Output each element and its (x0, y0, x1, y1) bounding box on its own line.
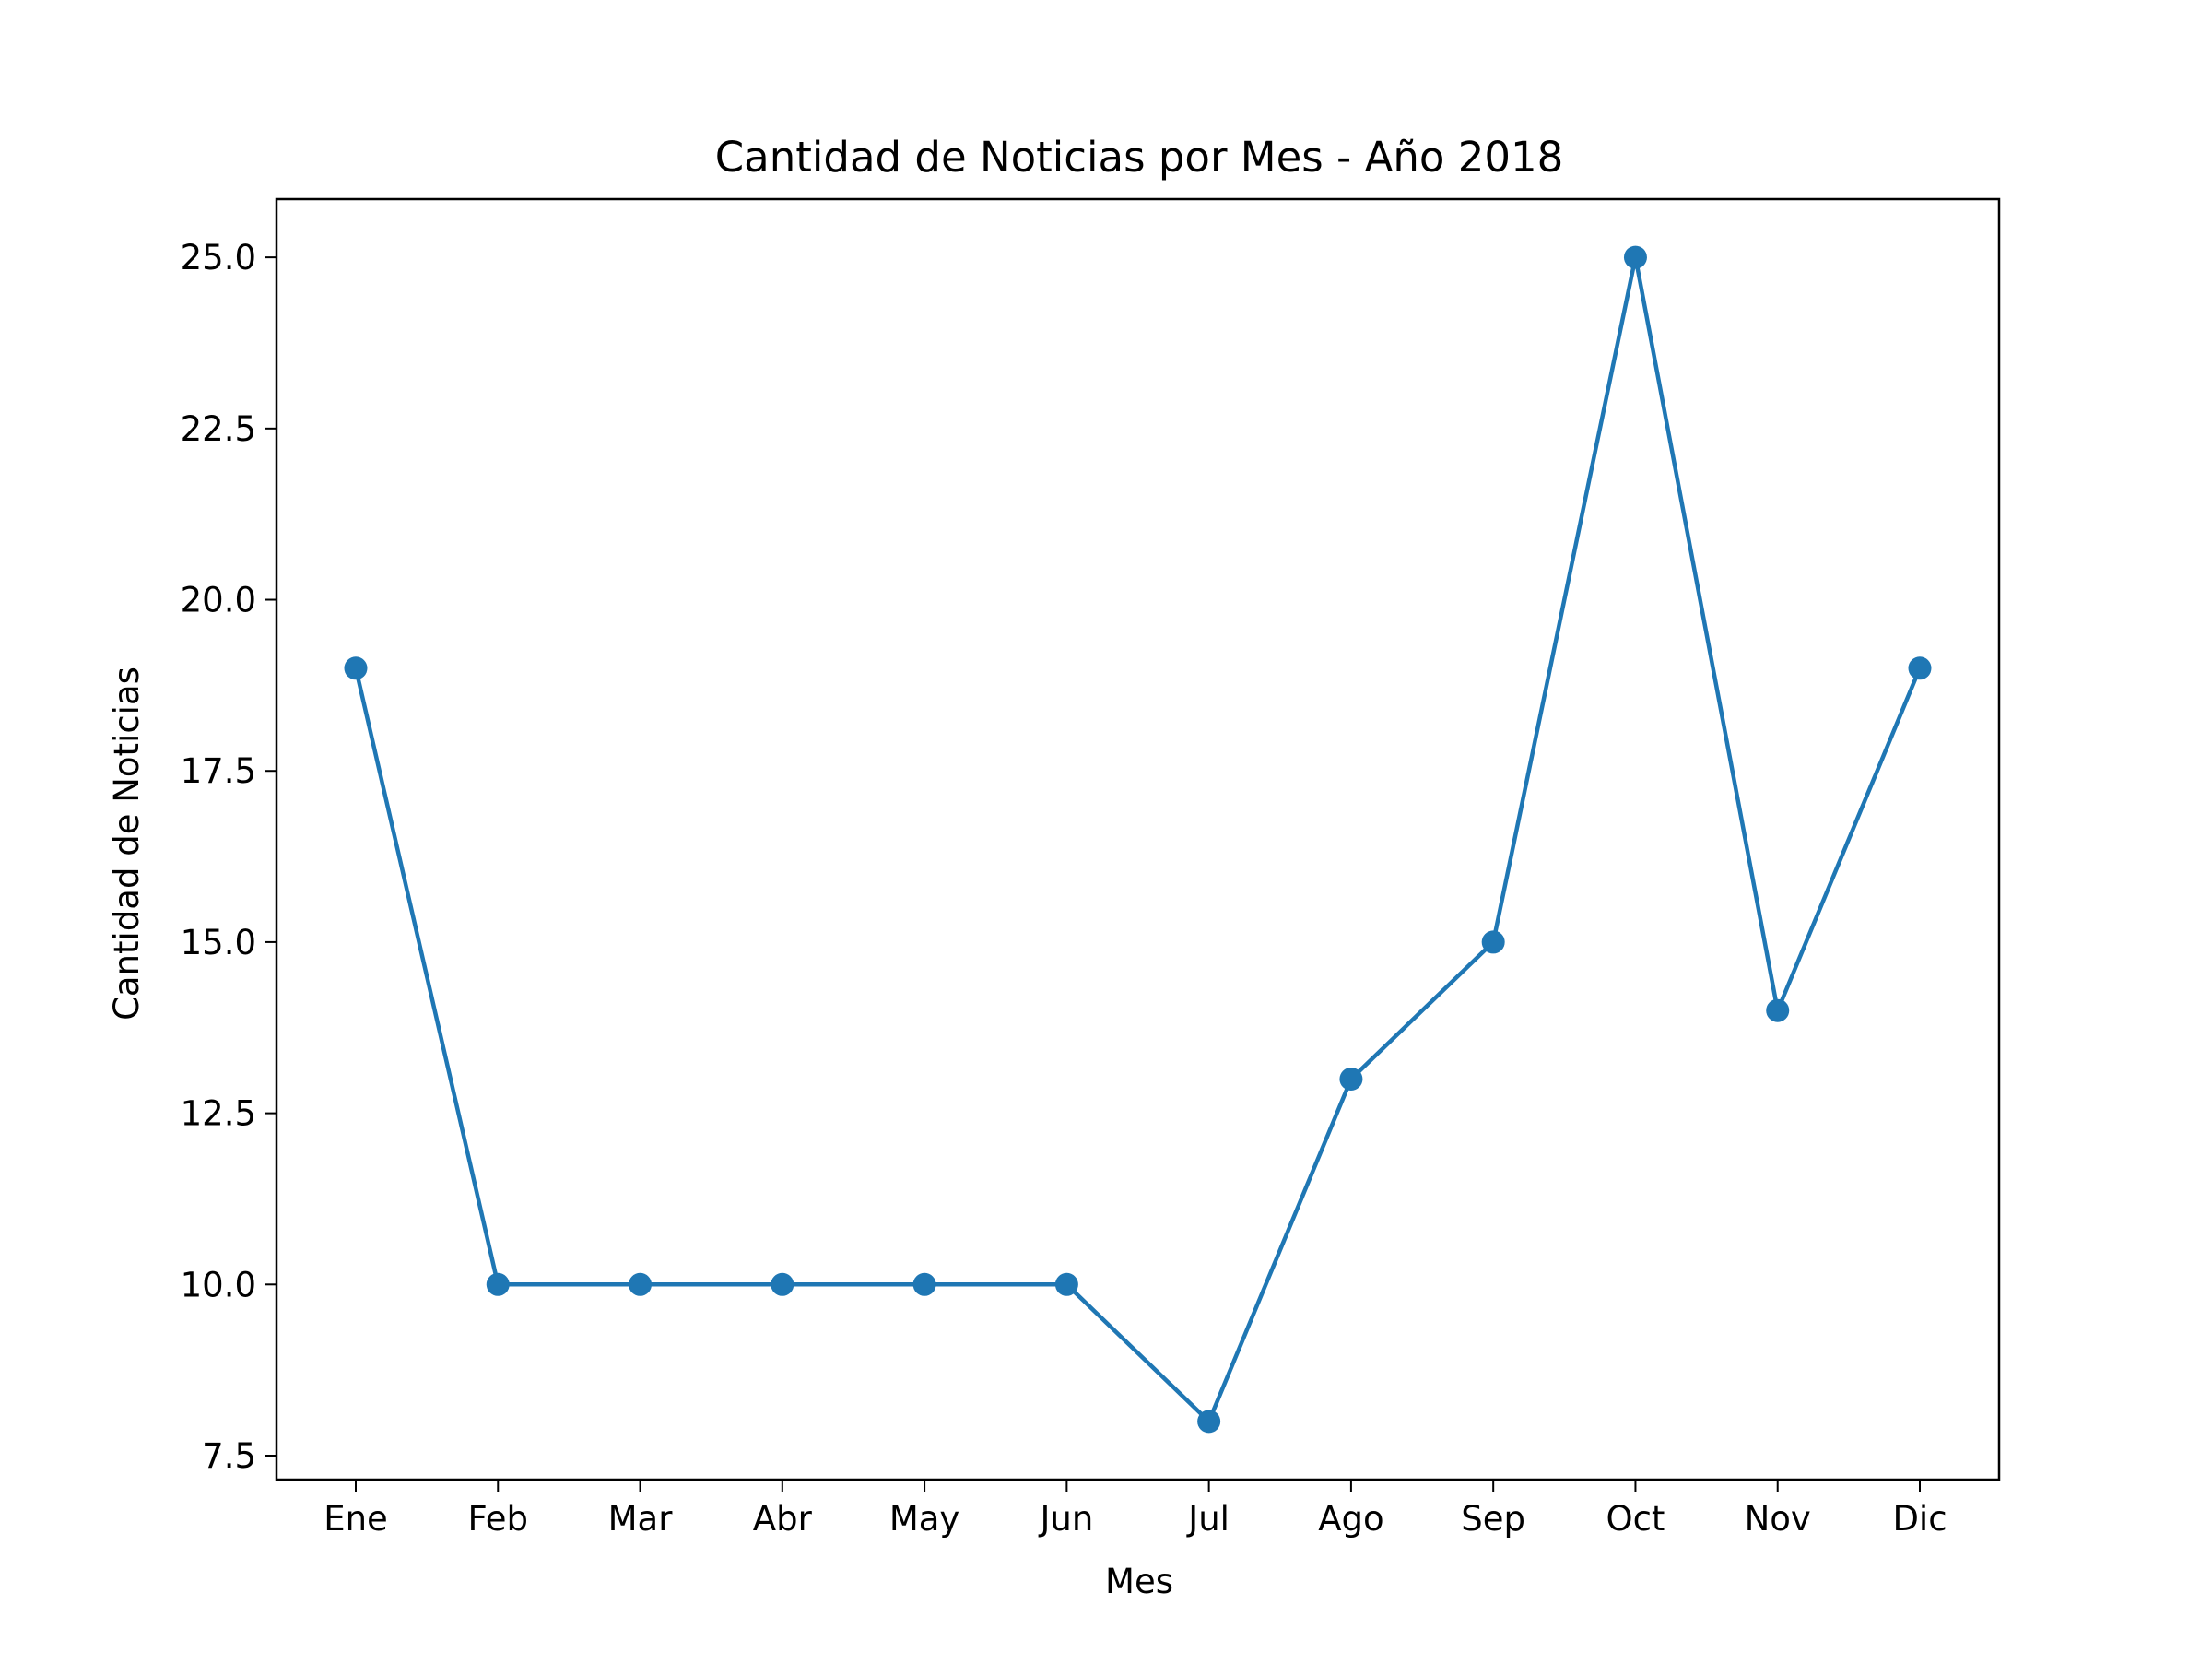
y-tick-label: 12.5 (181, 1094, 256, 1134)
x-tick-label: Abr (753, 1499, 813, 1539)
data-point (1339, 1067, 1363, 1091)
x-tick-label: Ago (1318, 1499, 1383, 1539)
y-axis-label: Cantidad de Noticias (107, 667, 147, 1021)
x-tick-label: May (889, 1499, 960, 1539)
data-point (1908, 656, 1932, 680)
x-tick-label: Jul (1186, 1499, 1230, 1539)
x-tick-label: Ene (324, 1499, 388, 1539)
x-tick-label: Feb (468, 1499, 529, 1539)
x-tick-label: Sep (1461, 1499, 1525, 1539)
data-point (1054, 1272, 1078, 1296)
y-tick-label: 22.5 (181, 409, 256, 449)
y-tick-label: 20.0 (181, 581, 256, 620)
x-tick-label: Jun (1038, 1499, 1093, 1539)
data-point (344, 656, 368, 680)
plot-frame (275, 197, 2001, 1481)
y-tick-label: 17.5 (181, 751, 256, 791)
chart-title: Cantidad de Noticias por Mes - Año 2018 (715, 133, 1564, 182)
data-point (1481, 930, 1505, 954)
y-tick-label: 10.0 (181, 1265, 256, 1304)
data-point (912, 1272, 936, 1296)
plot-area: 7.5 10.0 12.5 15.0 17.5 20.0 22.5 25.0 Ene Feb Mar… (181, 197, 2001, 1539)
x-tick-label: Dic (1892, 1499, 1947, 1539)
data-point (1766, 998, 1790, 1022)
data-point (1623, 245, 1647, 269)
data-point (1197, 1410, 1221, 1434)
data-point (771, 1272, 794, 1296)
y-tick-label: 7.5 (202, 1436, 256, 1476)
x-tick-label: Nov (1745, 1499, 1811, 1539)
series-line (353, 254, 1923, 1424)
y-tick-label: 25.0 (181, 238, 256, 277)
data-point (629, 1272, 653, 1296)
x-tick-label: Oct (1606, 1499, 1665, 1539)
x-tick-label: Mar (608, 1499, 674, 1539)
data-point (486, 1272, 510, 1296)
x-axis-label: Mes (1105, 1562, 1173, 1601)
y-tick-label: 15.0 (181, 923, 256, 962)
